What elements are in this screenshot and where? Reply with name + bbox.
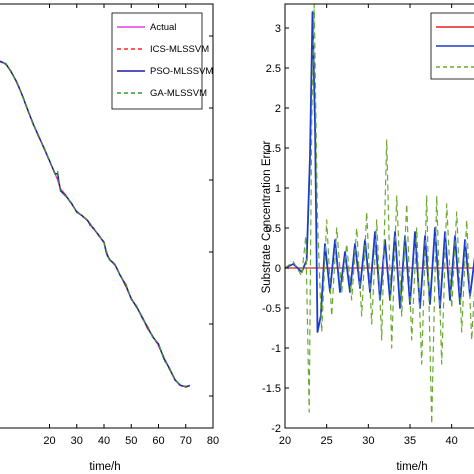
right-y-tick-label: 1.5 xyxy=(266,143,281,155)
right-x-tick-label: 25 xyxy=(321,435,333,447)
series-3-line xyxy=(284,3,474,425)
left-x-tick-label: 70 xyxy=(180,435,192,447)
left-x-axis-title: time/h xyxy=(89,461,120,473)
right-x-tick-label: 40 xyxy=(446,435,458,447)
right-y-tick-label: 1 xyxy=(275,183,281,195)
right-plot-frame xyxy=(284,3,474,429)
left-x-tick-label: 40 xyxy=(98,435,110,447)
series-ga-mlssvm-line xyxy=(0,61,191,388)
series-2-line xyxy=(284,11,474,333)
right-y-tick-label: -0.5 xyxy=(262,303,281,315)
right-x-tick-label: 30 xyxy=(362,435,374,447)
right-y-tick-label: 0.5 xyxy=(266,223,281,235)
left-y-ticks xyxy=(209,35,213,397)
right-y-axis-title: Substrate Concentration Error xyxy=(261,140,273,293)
left-x-ticks: 20 30 40 50 60 70 80 xyxy=(43,4,219,447)
right-x-tick-label: 35 xyxy=(404,435,416,447)
left-x-tick-label: 30 xyxy=(71,435,83,447)
right-y-tick-label: 2.5 xyxy=(266,63,281,75)
right-chart-panel: 20 25 30 35 40 3 2.5 2 1.5 1 0.5 0 -0.5 -1 -1.5 -2 tim… xyxy=(261,3,474,473)
right-plot-lines xyxy=(284,3,474,425)
legend-label-pso: PSO-MLSSVM xyxy=(150,66,213,77)
legend-label-ics: ICS-MLSSVM xyxy=(150,44,209,55)
right-y-tick-label: -2 xyxy=(271,423,281,435)
right-x-ticks: 20 25 30 35 40 xyxy=(279,4,458,447)
right-y-tick-label: 3 xyxy=(275,23,281,35)
left-plot-lines xyxy=(0,60,191,388)
right-y-tick-label: -1 xyxy=(271,343,281,355)
right-x-axis-title: time/h xyxy=(396,461,427,473)
left-x-tick-label: 60 xyxy=(152,435,164,447)
right-x-tick-label: 20 xyxy=(279,435,291,447)
right-y-ticks: 3 2.5 2 1.5 1 0.5 0 -0.5 -1 -1.5 -2 xyxy=(262,23,289,435)
right-y-tick-label: 2 xyxy=(275,103,281,115)
left-legend: Actual ICS-MLSSVM PSO-MLSSVM GA-MLSSVM xyxy=(111,12,213,110)
left-x-tick-label: 80 xyxy=(207,435,219,447)
left-x-tick-label: 20 xyxy=(43,435,55,447)
right-y-tick-label: -1.5 xyxy=(262,383,281,395)
legend-label-actual: Actual xyxy=(150,22,176,33)
legend-label-ga: GA-MLSSVM xyxy=(150,88,207,99)
left-x-tick-label: 50 xyxy=(125,435,137,447)
left-chart-panel: 20 30 40 50 60 70 80 time/h Actual ICS-MLSSVM … xyxy=(0,3,219,473)
right-legend xyxy=(430,12,474,80)
right-y-tick-label: 0 xyxy=(275,263,281,275)
